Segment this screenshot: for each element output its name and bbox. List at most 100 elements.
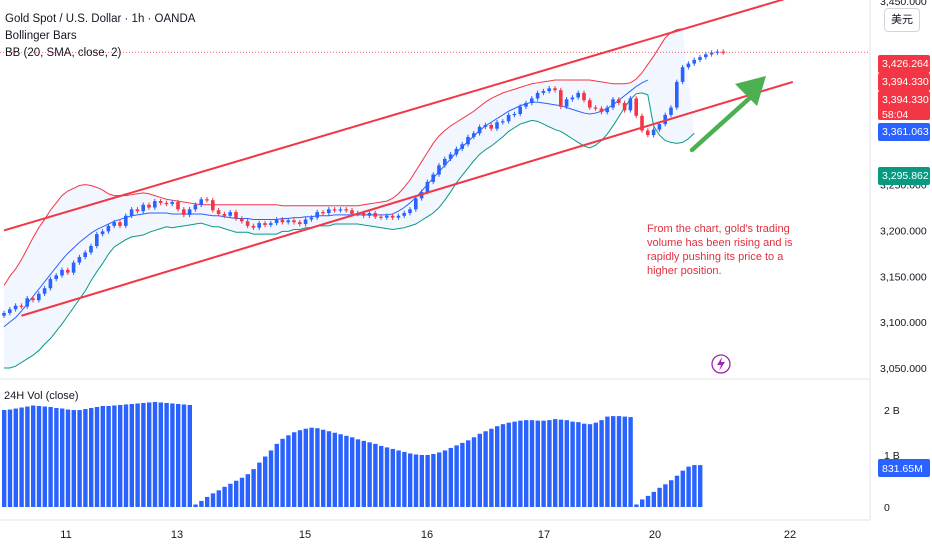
- bb-fill: [4, 28, 695, 369]
- candle: [472, 133, 476, 137]
- bb-basis-line: [3, 79, 649, 328]
- candle: [553, 88, 557, 91]
- volume-bar: [268, 450, 274, 507]
- time-tick-label: 22: [784, 529, 796, 541]
- volume-bar: [158, 402, 163, 507]
- volume-bar: [141, 402, 146, 507]
- candle: [280, 219, 285, 223]
- volume-bar: [234, 480, 239, 507]
- candle: [269, 223, 273, 225]
- volume-bar: [164, 402, 169, 507]
- volume-bar: [123, 404, 129, 507]
- volume-bar: [193, 504, 198, 507]
- candle: [628, 98, 633, 111]
- candle: [518, 106, 522, 114]
- candle: [431, 174, 435, 182]
- volume-pane-title[interactable]: 24H Vol (close): [4, 390, 79, 402]
- trend-arrow-shaft[interactable]: [689, 93, 755, 153]
- volume-bar: [60, 408, 65, 507]
- candle: [303, 219, 308, 225]
- candle: [709, 52, 714, 55]
- candle: [361, 213, 366, 216]
- candle: [512, 113, 517, 116]
- candle: [524, 102, 528, 107]
- candle: [48, 279, 53, 289]
- candle: [100, 231, 105, 235]
- candle: [367, 213, 372, 216]
- candle: [379, 216, 383, 218]
- candle: [582, 92, 586, 101]
- volume-bar: [280, 438, 285, 507]
- candle: [292, 220, 296, 223]
- volume-last-text: 831.65M: [882, 463, 923, 475]
- volume-bar: [611, 416, 616, 507]
- candle: [373, 213, 377, 217]
- volume-bar: [210, 493, 216, 507]
- candle: [54, 275, 58, 280]
- volume-bar: [112, 405, 117, 507]
- volume-bar: [402, 451, 407, 507]
- volume-bar: [106, 406, 111, 507]
- price-tick-label: 3,050.000: [880, 363, 927, 375]
- time-tick-label: 15: [299, 529, 311, 541]
- candle: [77, 257, 82, 263]
- candle: [588, 100, 592, 108]
- candle: [483, 124, 488, 127]
- volume-bar: [71, 410, 76, 507]
- bollinger-params[interactable]: BB (20, SMA, close, 2): [5, 47, 122, 59]
- candle: [344, 209, 348, 211]
- volume-bar: [419, 454, 424, 507]
- candle: [414, 198, 418, 210]
- time-tick-label: 16: [421, 529, 433, 541]
- price-label-last: [878, 91, 930, 109]
- volume-bar: [170, 403, 175, 507]
- candle: [669, 107, 673, 115]
- candle: [95, 234, 99, 247]
- volume-bar: [669, 480, 674, 507]
- bb-lower-line: [4, 92, 695, 369]
- volume-bar: [645, 495, 651, 507]
- candle: [129, 209, 134, 216]
- candle: [599, 108, 604, 113]
- lightning-glyph: [717, 357, 725, 371]
- volume-bar: [326, 431, 332, 507]
- volume-bar: [570, 421, 575, 507]
- candle: [663, 114, 667, 125]
- candle: [187, 209, 192, 215]
- candle: [153, 201, 157, 208]
- volume-bar: [640, 499, 645, 507]
- volume-bar: [77, 410, 82, 507]
- candle: [182, 209, 186, 215]
- volume-bar: [471, 437, 477, 507]
- annotation-note[interactable]: From the chart, gold's trading volume has…: [647, 223, 793, 277]
- candle: [274, 219, 279, 224]
- indicator-name[interactable]: Bollinger Bars: [5, 30, 77, 42]
- price-tick-label: 3,150.000: [880, 271, 927, 283]
- candle: [460, 144, 464, 149]
- candle: [651, 129, 656, 136]
- candle: [617, 99, 621, 103]
- volume-bar: [425, 454, 430, 507]
- candle: [216, 210, 221, 214]
- currency-button[interactable]: 美元: [884, 8, 920, 32]
- price-label-upper: [878, 55, 930, 73]
- candle: [193, 204, 198, 210]
- volume-bar: [582, 423, 587, 507]
- candle: [605, 107, 609, 113]
- volume-bar: [413, 454, 419, 507]
- channel-upper-line[interactable]: [3, 0, 793, 232]
- volume-bar: [222, 486, 227, 507]
- volume-bar: [576, 422, 581, 507]
- volume-bar: [199, 500, 204, 507]
- volume-bar: [36, 406, 42, 507]
- candle: [321, 212, 325, 214]
- volume-bar: [384, 447, 390, 507]
- candle: [234, 212, 238, 219]
- volume-bar: [622, 416, 627, 507]
- symbol-title[interactable]: Gold Spot / U.S. Dollar · 1h · OANDA: [5, 13, 196, 25]
- channel-lower-line[interactable]: [21, 80, 794, 317]
- trend-arrow-head[interactable]: [735, 76, 766, 106]
- candle: [385, 215, 389, 218]
